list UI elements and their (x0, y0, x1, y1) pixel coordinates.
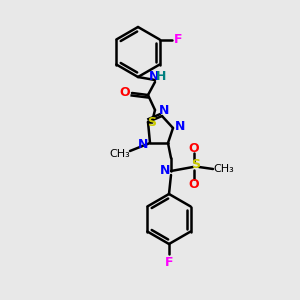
Text: S: S (191, 158, 200, 172)
Text: N: N (149, 70, 159, 83)
Text: O: O (189, 142, 199, 154)
Text: N: N (159, 104, 169, 118)
Text: O: O (189, 178, 199, 190)
Text: N: N (138, 137, 148, 151)
Text: O: O (120, 86, 130, 100)
Text: N: N (160, 164, 170, 176)
Text: F: F (165, 256, 173, 268)
Text: S: S (148, 116, 157, 128)
Text: F: F (173, 33, 182, 46)
Text: H: H (156, 70, 166, 83)
Text: CH₃: CH₃ (214, 164, 234, 174)
Text: CH₃: CH₃ (110, 149, 130, 159)
Text: N: N (175, 121, 185, 134)
